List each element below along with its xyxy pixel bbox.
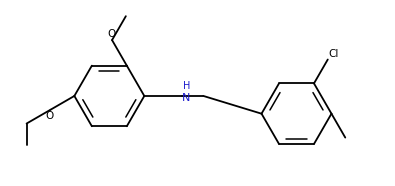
Text: O: O — [107, 29, 115, 39]
Text: N: N — [182, 92, 190, 102]
Text: H: H — [183, 81, 191, 91]
Text: Cl: Cl — [329, 49, 339, 59]
Text: O: O — [45, 111, 54, 121]
